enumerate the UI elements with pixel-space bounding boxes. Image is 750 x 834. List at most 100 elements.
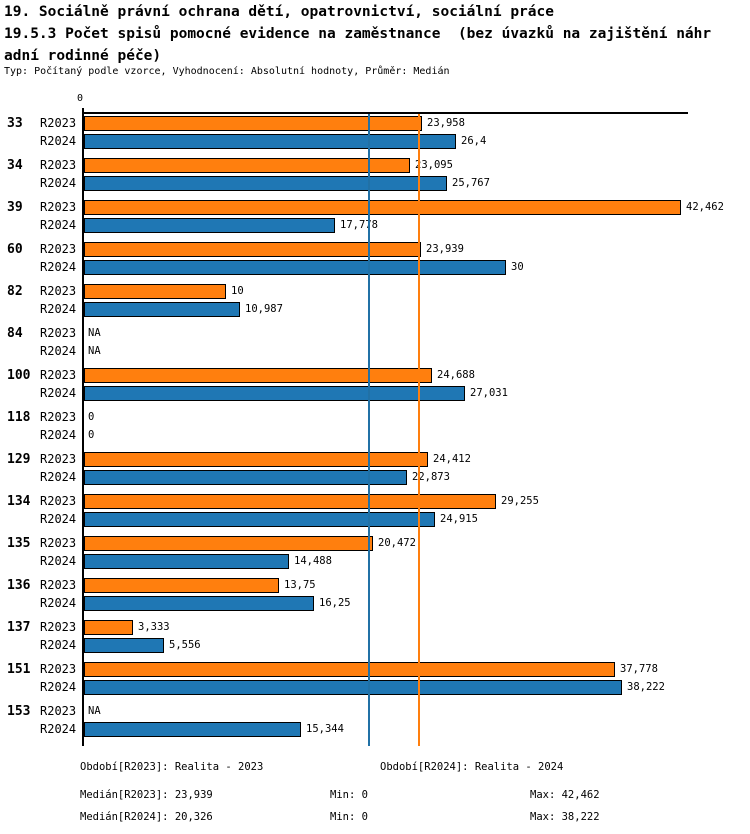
bar-value-label: 0 bbox=[88, 411, 95, 423]
bar-r2024 bbox=[84, 260, 506, 275]
series-label-r2024: R2024 bbox=[40, 638, 77, 652]
bar-r2023 bbox=[84, 662, 615, 677]
bar-r2023 bbox=[84, 620, 133, 635]
bar-value-label: NA bbox=[88, 705, 101, 717]
bar-value-label: 20,472 bbox=[378, 537, 416, 549]
category-label: 33 bbox=[7, 116, 23, 131]
bar-value-label: 38,222 bbox=[627, 681, 665, 693]
bar-value-label: 30 bbox=[511, 261, 524, 273]
series-label-r2024: R2024 bbox=[40, 176, 77, 190]
bar-value-label: 10 bbox=[231, 285, 244, 297]
series-label-r2023: R2023 bbox=[40, 368, 77, 382]
bar-r2023 bbox=[84, 494, 496, 509]
page-subtitle: Typ: Počítaný podle vzorce, Vyhodnocení:… bbox=[4, 66, 450, 77]
bar-r2024 bbox=[84, 176, 447, 191]
category-label: 34 bbox=[7, 158, 23, 173]
bar-value-label: NA bbox=[88, 345, 101, 357]
bar-value-label: 42,462 bbox=[686, 201, 724, 213]
category-label: 118 bbox=[7, 410, 31, 425]
median-r2023-text: Medián[R2023]: 23,939 bbox=[80, 789, 213, 801]
bar-value-label: 26,4 bbox=[461, 135, 487, 147]
bar-r2024 bbox=[84, 386, 465, 401]
bar-value-label: 23,958 bbox=[427, 117, 465, 129]
bar-r2023 bbox=[84, 284, 226, 299]
series-label-r2024: R2024 bbox=[40, 260, 77, 274]
series-label-r2023: R2023 bbox=[40, 662, 77, 676]
page-title-line2: 19.5.3 Počet spisů pomocné evidence na z… bbox=[4, 26, 712, 42]
series-label-r2024: R2024 bbox=[40, 554, 77, 568]
bar-r2023 bbox=[84, 368, 432, 383]
bar-value-label: 23,095 bbox=[415, 159, 453, 171]
bar-r2023 bbox=[84, 200, 681, 215]
bar-value-label: 5,556 bbox=[169, 639, 201, 651]
bar-r2024 bbox=[84, 596, 314, 611]
grouped-bar-chart: 0 33 R2023 23,958 R2024 26,4 34 R2023 23,095 R20… bbox=[7, 93, 724, 746]
bar-value-label: 24,915 bbox=[440, 513, 478, 525]
series-label-r2023: R2023 bbox=[40, 158, 77, 172]
series-label-r2023: R2023 bbox=[40, 200, 77, 214]
bar-value-label: 29,255 bbox=[501, 495, 539, 507]
bar-r2024 bbox=[84, 554, 289, 569]
category-label: 134 bbox=[7, 494, 31, 509]
series-label-r2023: R2023 bbox=[40, 242, 77, 256]
category-label: 60 bbox=[7, 242, 23, 257]
bar-r2024 bbox=[84, 512, 435, 527]
category-label: 84 bbox=[7, 326, 23, 341]
bar-value-label: 24,412 bbox=[433, 453, 471, 465]
series-label-r2023: R2023 bbox=[40, 284, 77, 298]
bar-r2024 bbox=[84, 218, 335, 233]
series-label-r2023: R2023 bbox=[40, 620, 77, 634]
period-r2024-text: Období[R2024]: Realita - 2024 bbox=[380, 761, 564, 773]
series-label-r2023: R2023 bbox=[40, 536, 77, 550]
bar-r2024 bbox=[84, 680, 622, 695]
series-label-r2023: R2023 bbox=[40, 410, 77, 424]
bar-r2024 bbox=[84, 722, 301, 737]
category-label: 137 bbox=[7, 620, 31, 635]
median-line-r2024 bbox=[368, 114, 370, 746]
series-label-r2023: R2023 bbox=[40, 578, 77, 592]
series-label-r2023: R2023 bbox=[40, 452, 77, 466]
bar-r2024 bbox=[84, 134, 456, 149]
series-label-r2024: R2024 bbox=[40, 134, 77, 148]
series-label-r2023: R2023 bbox=[40, 116, 77, 130]
category-label: 100 bbox=[7, 368, 31, 383]
series-label-r2024: R2024 bbox=[40, 218, 77, 232]
bar-r2023 bbox=[84, 536, 373, 551]
bar-value-label: NA bbox=[88, 327, 101, 339]
bar-r2023 bbox=[84, 158, 410, 173]
series-label-r2024: R2024 bbox=[40, 512, 77, 526]
bar-value-label: 13,75 bbox=[284, 579, 316, 591]
series-label-r2024: R2024 bbox=[40, 302, 77, 316]
min-r2023-text: Min: 0 bbox=[330, 789, 368, 801]
category-label: 153 bbox=[7, 704, 31, 719]
bar-r2024 bbox=[84, 302, 240, 317]
category-label: 82 bbox=[7, 284, 23, 299]
series-label-r2024: R2024 bbox=[40, 722, 77, 736]
bar-value-label: 22,873 bbox=[412, 471, 450, 483]
page-title-line1: 19. Sociálně právní ochrana dětí, opatro… bbox=[4, 4, 554, 20]
bar-value-label: 24,688 bbox=[437, 369, 475, 381]
series-label-r2023: R2023 bbox=[40, 704, 77, 718]
bar-r2024 bbox=[84, 638, 164, 653]
y-axis-line bbox=[82, 108, 84, 746]
bar-r2024 bbox=[84, 470, 407, 485]
category-label: 129 bbox=[7, 452, 31, 467]
x-axis-line bbox=[82, 112, 688, 114]
series-label-r2024: R2024 bbox=[40, 470, 77, 484]
bar-r2023 bbox=[84, 452, 428, 467]
x-axis-zero-label: 0 bbox=[77, 93, 84, 104]
min-r2024-text: Min: 0 bbox=[330, 811, 368, 823]
series-label-r2024: R2024 bbox=[40, 386, 77, 400]
median-r2024-text: Medián[R2024]: 20,326 bbox=[80, 811, 213, 823]
series-label-r2024: R2024 bbox=[40, 344, 77, 358]
category-label: 136 bbox=[7, 578, 31, 593]
series-label-r2024: R2024 bbox=[40, 680, 77, 694]
series-label-r2024: R2024 bbox=[40, 428, 77, 442]
category-label: 39 bbox=[7, 200, 23, 215]
series-label-r2024: R2024 bbox=[40, 596, 77, 610]
bar-r2023 bbox=[84, 242, 421, 257]
bar-value-label: 0 bbox=[88, 429, 95, 441]
bar-value-label: 17,778 bbox=[340, 219, 378, 231]
max-r2023-text: Max: 42,462 bbox=[530, 789, 600, 801]
bar-value-label: 37,778 bbox=[620, 663, 658, 675]
